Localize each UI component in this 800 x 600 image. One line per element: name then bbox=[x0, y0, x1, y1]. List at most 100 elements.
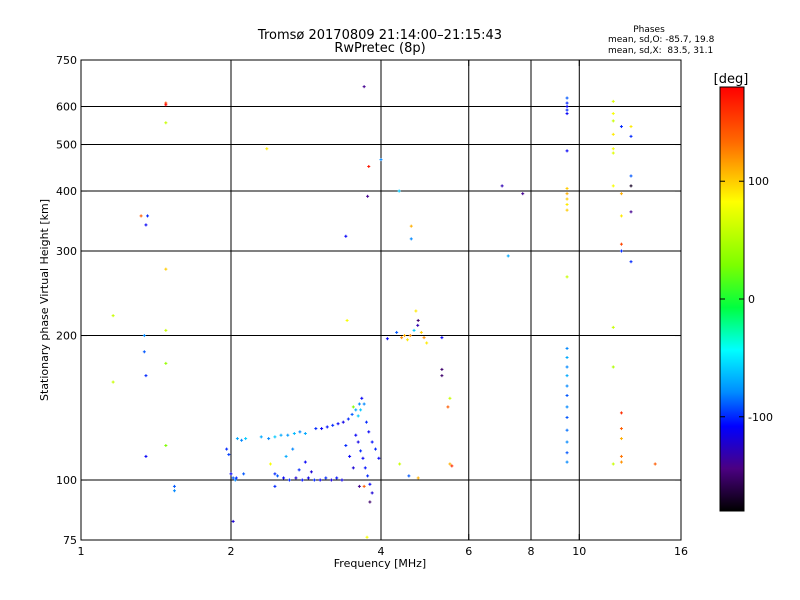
data-point bbox=[565, 405, 569, 409]
data-point bbox=[405, 338, 409, 342]
data-point bbox=[395, 330, 399, 334]
data-point bbox=[164, 267, 168, 271]
data-point bbox=[398, 462, 402, 466]
x-tick-label: 2 bbox=[228, 545, 235, 558]
data-point bbox=[619, 249, 623, 253]
data-point bbox=[354, 433, 358, 437]
data-point bbox=[565, 208, 569, 212]
data-point bbox=[565, 440, 569, 444]
data-point bbox=[351, 466, 355, 470]
data-point bbox=[565, 197, 569, 201]
data-point bbox=[320, 427, 324, 431]
data-point bbox=[619, 460, 623, 464]
data-point bbox=[318, 478, 322, 482]
data-point bbox=[233, 478, 237, 482]
data-point bbox=[565, 149, 569, 153]
data-point bbox=[292, 432, 296, 436]
data-point bbox=[142, 334, 146, 338]
data-point bbox=[354, 408, 358, 412]
data-point bbox=[240, 438, 244, 442]
data-point bbox=[565, 275, 569, 279]
data-point bbox=[565, 384, 569, 388]
data-point bbox=[565, 101, 569, 105]
data-point bbox=[440, 374, 444, 378]
y-ticks: 75 100 200 300 400 500 600 750 bbox=[56, 54, 681, 547]
data-point bbox=[265, 147, 269, 151]
data-point bbox=[619, 427, 623, 431]
data-point bbox=[235, 437, 239, 441]
data-point bbox=[629, 174, 633, 178]
data-point bbox=[367, 430, 371, 434]
data-point bbox=[284, 454, 288, 458]
x-tick-label: 16 bbox=[674, 545, 688, 558]
data-point bbox=[611, 99, 615, 103]
y-tick-label: 400 bbox=[56, 185, 77, 198]
data-point bbox=[565, 96, 569, 100]
data-point bbox=[565, 186, 569, 190]
y-tick-label: 300 bbox=[56, 245, 77, 258]
data-point bbox=[231, 476, 235, 480]
data-point bbox=[611, 365, 615, 369]
data-point bbox=[340, 478, 344, 482]
data-point bbox=[273, 435, 277, 439]
data-point bbox=[234, 476, 238, 480]
data-point bbox=[450, 464, 454, 468]
data-point bbox=[346, 417, 350, 421]
data-point bbox=[362, 484, 366, 488]
data-point bbox=[440, 367, 444, 371]
data-point bbox=[565, 108, 569, 112]
data-point bbox=[144, 454, 148, 458]
colorbar-tick-label: -100 bbox=[748, 411, 773, 424]
data-point bbox=[370, 440, 374, 444]
data-point bbox=[414, 309, 418, 313]
data-point bbox=[565, 365, 569, 369]
data-point bbox=[259, 435, 263, 439]
data-point bbox=[565, 460, 569, 464]
data-point bbox=[287, 478, 291, 482]
data-point bbox=[366, 194, 370, 198]
data-point bbox=[422, 336, 426, 340]
data-point bbox=[374, 447, 378, 451]
data-point bbox=[356, 440, 360, 444]
x-ticks: 1 2 4 6 8 10 16 bbox=[78, 60, 688, 558]
colorbar-tick-label: 0 bbox=[748, 293, 755, 306]
x-tick-label: 8 bbox=[528, 545, 535, 558]
y-tick-label: 100 bbox=[56, 474, 77, 487]
data-point bbox=[144, 223, 148, 227]
data-point bbox=[565, 105, 569, 109]
data-point bbox=[300, 478, 304, 482]
data-point bbox=[385, 337, 389, 341]
data-point bbox=[364, 420, 368, 424]
data-point bbox=[500, 184, 504, 188]
data-point bbox=[294, 476, 298, 480]
data-point bbox=[111, 314, 115, 318]
data-point bbox=[363, 466, 367, 470]
data-point bbox=[231, 519, 235, 523]
data-point bbox=[409, 237, 413, 241]
data-point bbox=[282, 476, 286, 480]
data-point bbox=[172, 489, 176, 493]
data-point bbox=[611, 119, 615, 123]
data-point bbox=[368, 482, 372, 486]
data-point bbox=[377, 456, 381, 460]
data-point bbox=[164, 103, 168, 107]
data-point bbox=[565, 394, 569, 398]
data-point bbox=[227, 453, 231, 457]
data-points bbox=[111, 85, 657, 539]
data-point bbox=[619, 214, 623, 218]
data-point bbox=[351, 405, 355, 409]
data-point bbox=[357, 484, 361, 488]
data-point bbox=[629, 125, 633, 129]
data-point bbox=[144, 374, 148, 378]
data-point bbox=[164, 121, 168, 125]
data-point bbox=[309, 470, 313, 474]
data-point bbox=[357, 402, 361, 406]
stats-line-x: mean, sd,X: 83.5, 31.1 bbox=[608, 46, 713, 56]
y-tick-label: 200 bbox=[56, 330, 77, 343]
data-point bbox=[286, 433, 290, 437]
data-point bbox=[611, 132, 615, 136]
data-point bbox=[565, 355, 569, 359]
data-point bbox=[506, 254, 510, 258]
x-tick-label: 10 bbox=[572, 545, 586, 558]
